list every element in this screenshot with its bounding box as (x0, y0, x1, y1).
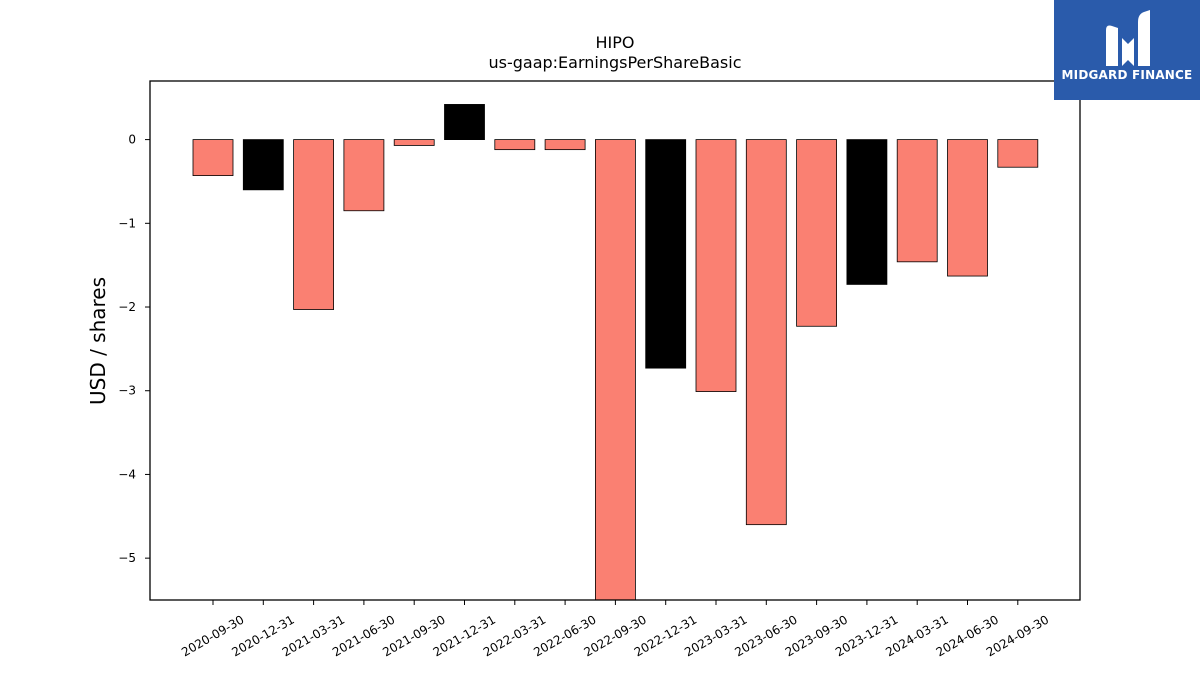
y-tick-label: −2 (118, 300, 136, 314)
bar-2020-09-30 (192, 139, 234, 176)
y-tick-label: −3 (118, 384, 136, 398)
bar-2022-12-31 (645, 139, 687, 369)
bar-2021-03-31 (293, 139, 335, 310)
bar-2024-09-30 (997, 139, 1039, 168)
y-tick-label: −5 (118, 551, 136, 565)
bar-2022-09-30 (595, 139, 636, 601)
y-tick-label: −4 (118, 467, 136, 481)
chart-title: HIPO (596, 33, 635, 52)
bar-2022-03-31 (494, 139, 536, 151)
bar-2021-09-30 (393, 139, 435, 146)
y-axis-label: USD / shares (86, 277, 110, 405)
bar-2021-06-30 (343, 139, 385, 212)
bar-2020-12-31 (242, 139, 284, 191)
x-axis: 2020-09-302020-12-312021-03-312021-06-30… (179, 600, 1051, 659)
bar-2024-06-30 (947, 139, 988, 277)
bar-2023-03-31 (695, 139, 737, 392)
bars-group (192, 104, 1039, 601)
y-axis: 0 −1 −2 −3 −4 −5 (118, 133, 150, 565)
logo-mark-icon (1106, 10, 1150, 66)
y-tick-label: −1 (118, 216, 136, 230)
bar-2023-12-31 (846, 139, 888, 285)
bar-2023-06-30 (745, 139, 787, 526)
bar-2024-03-31 (896, 139, 938, 263)
logo-text: MIDGARD FINANCE (1061, 68, 1193, 82)
midgard-finance-logo: MIDGARD FINANCE (1054, 0, 1200, 100)
bar-2023-09-30 (796, 139, 837, 327)
bar-2021-12-31 (444, 104, 485, 140)
bar-2022-06-30 (544, 139, 586, 151)
chart-subtitle: us-gaap:EarningsPerShareBasic (488, 53, 741, 72)
y-tick-label: 0 (128, 133, 136, 147)
